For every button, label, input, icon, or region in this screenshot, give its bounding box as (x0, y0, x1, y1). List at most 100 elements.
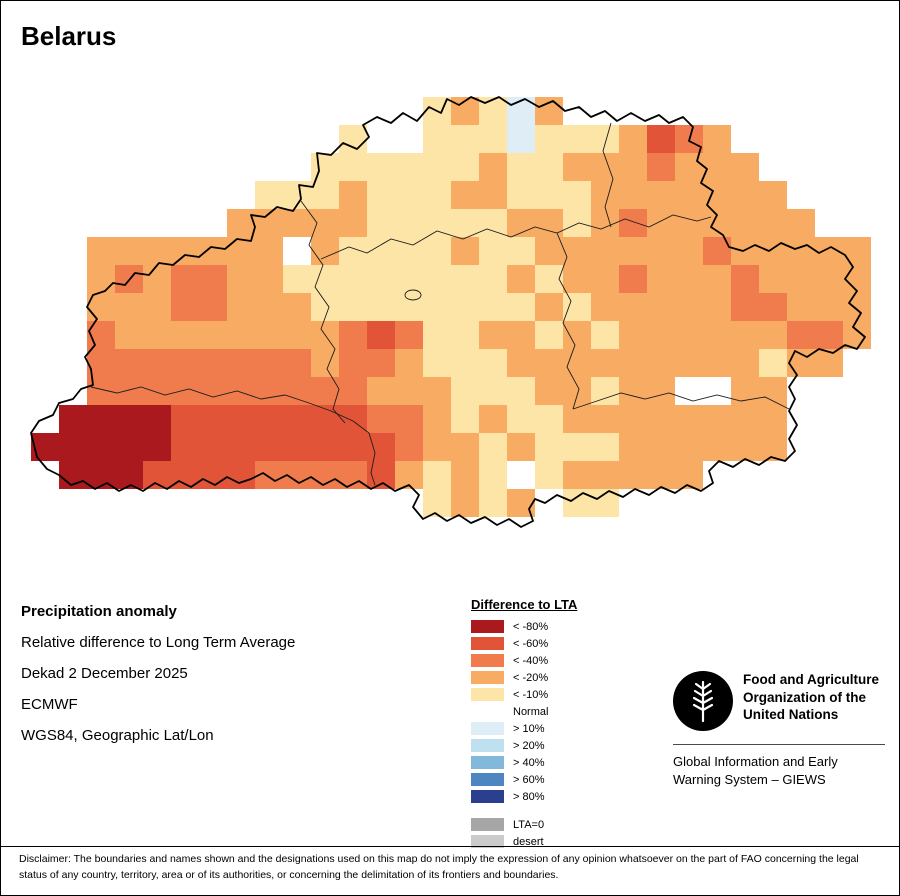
map-cell (507, 209, 535, 237)
map-cell (339, 293, 367, 321)
map-cell (423, 209, 451, 237)
map-cell (619, 125, 647, 153)
map-cell (395, 405, 423, 433)
map-cell (731, 181, 759, 209)
fao-org-name: Food and Agriculture Organization of the… (743, 672, 879, 723)
map-cell (451, 489, 479, 517)
map-cell (311, 349, 339, 377)
map-cell (283, 433, 311, 461)
map-cell (31, 433, 59, 461)
map-cell (227, 265, 255, 293)
map-cell (311, 209, 339, 237)
map-cell (115, 433, 143, 461)
oblast-boundary (90, 386, 376, 486)
map-cell (759, 237, 787, 265)
map-cell (451, 209, 479, 237)
map-cell (787, 209, 815, 237)
legend-swatch (471, 671, 504, 684)
map-cell (759, 181, 787, 209)
map-cell (507, 181, 535, 209)
legend: Difference to LTA < -80% < -60% < -40% < -2… (471, 597, 577, 850)
map-cell (563, 321, 591, 349)
map-cell (255, 237, 283, 265)
legend-swatch (471, 773, 504, 786)
map-cell (171, 237, 199, 265)
map-cell (647, 461, 675, 489)
map-cell (311, 181, 339, 209)
map-cell (143, 377, 171, 405)
map-cell (451, 181, 479, 209)
map-cell (507, 405, 535, 433)
map-cell (535, 265, 563, 293)
map-cell (787, 321, 815, 349)
map-cell (423, 153, 451, 181)
map-cell (171, 265, 199, 293)
legend-swatch (471, 835, 504, 848)
map-cell (507, 433, 535, 461)
legend-swatch (471, 818, 504, 831)
map-cell (507, 265, 535, 293)
map-cell (171, 433, 199, 461)
map-cell (619, 237, 647, 265)
map-cell (815, 349, 843, 377)
map-cell (731, 377, 759, 405)
map-cell (591, 265, 619, 293)
legend-item: Normal (471, 703, 577, 720)
map-cell (143, 349, 171, 377)
map-cell (731, 209, 759, 237)
map-cell (451, 377, 479, 405)
legend-swatch (471, 705, 504, 718)
map-cell (395, 209, 423, 237)
map-cell (451, 237, 479, 265)
legend-item: desert (471, 833, 577, 850)
map-cell (759, 349, 787, 377)
map-cell (647, 349, 675, 377)
map-cell (367, 405, 395, 433)
map-cell (283, 293, 311, 321)
map-cell (647, 433, 675, 461)
map-cell (591, 377, 619, 405)
map-cell (703, 209, 731, 237)
map-cell (703, 349, 731, 377)
legend-swatch (471, 739, 504, 752)
map-cell (563, 461, 591, 489)
oblast-boundary (320, 214, 712, 260)
map-cell (395, 349, 423, 377)
map-cell (647, 293, 675, 321)
map-cell (479, 433, 507, 461)
map-cell (339, 377, 367, 405)
map-cell (507, 461, 535, 489)
fao-block: Food and Agriculture Organization of the… (673, 671, 885, 789)
legend-label: < -60% (513, 637, 549, 650)
map-cell (591, 181, 619, 209)
map-cell (675, 293, 703, 321)
map-cell (535, 349, 563, 377)
map-cell (759, 209, 787, 237)
legend-item: > 20% (471, 737, 577, 754)
map-cell (731, 293, 759, 321)
map-cell (451, 405, 479, 433)
map-cell (283, 377, 311, 405)
map-cell (619, 209, 647, 237)
map-cell (367, 265, 395, 293)
map-cell (563, 405, 591, 433)
map-cell (451, 433, 479, 461)
map-cell (115, 405, 143, 433)
map-cell (619, 265, 647, 293)
map-cell (227, 321, 255, 349)
legend-swatch (471, 756, 504, 769)
map-cell (535, 321, 563, 349)
map-cell (563, 181, 591, 209)
map-cell (227, 293, 255, 321)
map-cell (115, 377, 143, 405)
map-cell (199, 405, 227, 433)
map-cell (591, 461, 619, 489)
map-cell (339, 349, 367, 377)
map-cell (619, 321, 647, 349)
map-cell (311, 153, 339, 181)
map-cell (423, 461, 451, 489)
map-cell (787, 293, 815, 321)
legend-swatch (471, 688, 504, 701)
map-cell (339, 237, 367, 265)
